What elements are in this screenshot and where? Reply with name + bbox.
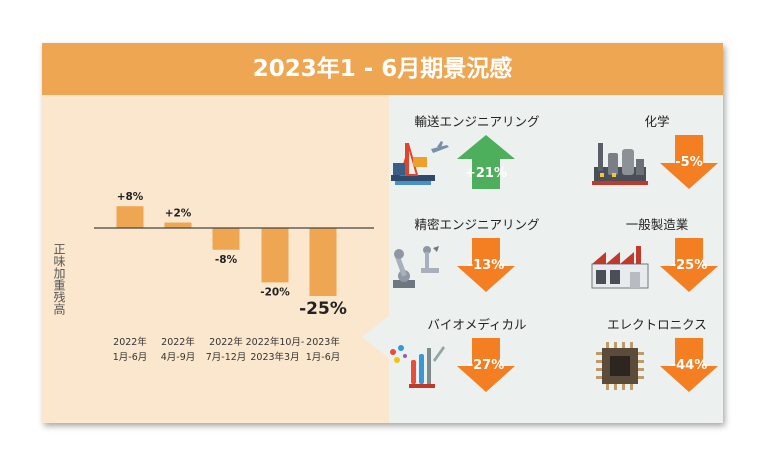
industry-name: エレクトロニクス xyxy=(607,317,707,332)
industry-value: -27% xyxy=(468,358,505,373)
industry-name: 一般製造業 xyxy=(625,217,689,232)
oil-rig-and-plane-icon xyxy=(391,141,449,185)
title-banner: 2023年1 - 6月期景況感 xyxy=(42,43,723,95)
down-arrow-icon: -13% xyxy=(457,238,515,292)
infographic-card: 2023年1 - 6月期景況感 正味加重残高 +8% 2022年 1月-6月 +2% 2… xyxy=(42,43,723,423)
factory-icon xyxy=(591,246,649,289)
down-arrow-icon: -25% xyxy=(660,238,718,292)
category-label-2-1: 7月-12月 xyxy=(206,352,247,363)
industry-value: -25% xyxy=(671,258,708,273)
y-axis-label: 正味加重残高 xyxy=(52,243,66,315)
industry-value: -44% xyxy=(671,358,708,373)
category-label-1-0: 2022年 xyxy=(161,336,195,348)
microchip-icon xyxy=(596,342,644,390)
category-label-0-0: 2022年 xyxy=(113,336,147,348)
industry-value: -13% xyxy=(468,258,505,273)
panel-notch xyxy=(362,315,390,359)
bar-4 xyxy=(309,228,337,296)
category-label-3-0: 2022年10月- xyxy=(246,336,305,348)
bar-1 xyxy=(164,222,192,228)
category-label-4-1: 1月-6月 xyxy=(306,352,341,363)
data-label-4: -25% xyxy=(299,299,347,319)
category-label-2-0: 2022年 xyxy=(209,336,243,348)
category-label-1-1: 4月-9月 xyxy=(161,352,196,363)
data-label-3: -20% xyxy=(260,286,290,298)
category-label-0-1: 1月-6月 xyxy=(113,352,148,363)
bar-3 xyxy=(261,228,289,283)
up-arrow-icon: +21% xyxy=(457,135,515,189)
data-label-0: +8% xyxy=(117,191,144,203)
industry-name: 輸送エンジニアリング xyxy=(414,114,540,129)
down-arrow-icon: -27% xyxy=(457,338,515,392)
balance-bar-chart: +8% 2022年 1月-6月 +2% 2022年 4月-9月 -8% 2022年 7月-12月… xyxy=(94,191,374,363)
bar-0 xyxy=(116,206,144,228)
chemical-plant-icon xyxy=(592,143,648,185)
industry-value: +21% xyxy=(465,166,507,181)
industry-name: 精密エンジニアリング xyxy=(414,217,540,232)
robot-arm-icon xyxy=(393,246,439,288)
category-label-4-0: 2023年 xyxy=(306,336,340,348)
down-arrow-icon: -44% xyxy=(660,338,718,392)
bar-2 xyxy=(212,228,240,250)
industry-value: -5% xyxy=(675,155,702,170)
industry-name: バイオメディカル xyxy=(427,317,527,332)
down-arrow-icon: -5% xyxy=(660,135,718,189)
lab-tools-icon xyxy=(390,345,445,388)
industry-name: 化学 xyxy=(644,114,670,129)
data-label-1: +2% xyxy=(165,208,192,220)
category-label-3-1: 2023年3月 xyxy=(250,351,299,363)
data-label-2: -8% xyxy=(215,254,238,266)
